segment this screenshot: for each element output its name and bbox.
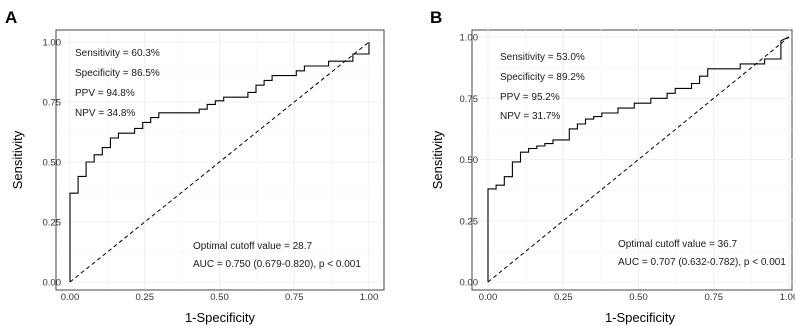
y-axis-title-a: Sensitivity [10,130,25,189]
x-tick-label-b: 0.75 [705,292,724,303]
panel-letter-a: A [5,8,17,27]
panel-a: A 0.00 0.00 0.25 0.25 0.50 0.50 0.75 0.75 1.00 1.… [5,8,385,325]
reference-line-b [487,36,790,283]
axis-ticks-b: 0.000.00 0.25 0.25 0.50 0.50 0.75 0.75 1.00 1.00 [460,33,795,304]
y-axis-title-b: Sensitivity [430,130,445,189]
x-axis-title-a: 1-Specificity [185,310,256,325]
roc-curve-a [69,42,370,282]
x-tick-label-a: 1.00 [360,292,379,303]
y-tick-label-b: 0.75 [460,94,479,105]
x-tick-label-a: 0.25 [136,292,155,303]
stat-specificity-b: Specificity = 89.2% [500,72,585,83]
auc-label-b: AUC = 0.707 (0.632-0.782), p < 0.001 [618,257,786,268]
y-tick-label-a: 0.00 [43,278,62,289]
reference-diagonal-b [487,36,790,283]
x-tick-label-b: 0.00 [479,292,498,303]
y-tick-label-a: 0.25 [43,218,62,229]
stat-npv-a: NPV = 34.8% [75,108,135,119]
x-tick-label-b: 0.50 [629,292,648,303]
roc-line-b-0 [487,36,790,282]
roc-curve-b [487,36,790,282]
stat-specificity-a: Specificity = 86.5% [75,68,160,79]
reference-diagonal-a [69,41,370,283]
y-tick-label-b: 0.25 [460,216,479,227]
y-tick-label-b: 0.00 [460,278,479,289]
x-axis-title-b: 1-Specificity [605,310,676,325]
y-tick-label-a: 1.00 [43,38,62,49]
cutoff-label-b: Optimal cutoff value = 36.7 [618,239,737,250]
stat-ppv-a: PPV = 94.8% [75,88,135,99]
stat-sensitivity-a: Sensitivity = 60.3% [75,48,160,59]
x-tick-label-a: 0.75 [285,292,304,303]
reference-line-a [69,41,370,283]
x-tick-label-b: 0.25 [554,292,573,303]
auc-label-a: AUC = 0.750 (0.679-0.820), p < 0.001 [193,259,361,270]
y-tick-label-a: 0.50 [43,158,62,169]
cutoff-label-a: Optimal cutoff value = 28.7 [193,241,312,252]
stat-npv-b: NPV = 31.7% [500,111,560,122]
panel-b: B 0.000.00 0.25 0.25 0.50 0.50 0.75 0.75 1.00 1.… [430,8,795,325]
y-tick-label-b: 0.50 [460,155,479,166]
x-tick-label-a: 0.00 [61,292,80,303]
stat-sensitivity-b: Sensitivity = 53.0% [500,52,585,63]
y-tick-label-b: 1.00 [460,33,479,44]
stat-ppv-b: PPV = 95.2% [500,92,560,103]
y-tick-label-a: 0.75 [43,98,62,109]
axis-ticks-a: 0.00 0.00 0.25 0.25 0.50 0.50 0.75 0.75 1.00 1.00 [43,38,379,304]
gridlines-b [476,27,795,289]
roc-line-a-0 [69,42,370,282]
x-tick-label-a: 0.50 [210,292,229,303]
panel-letter-b: B [430,8,442,27]
x-tick-label-b: 1.00 [780,292,795,303]
